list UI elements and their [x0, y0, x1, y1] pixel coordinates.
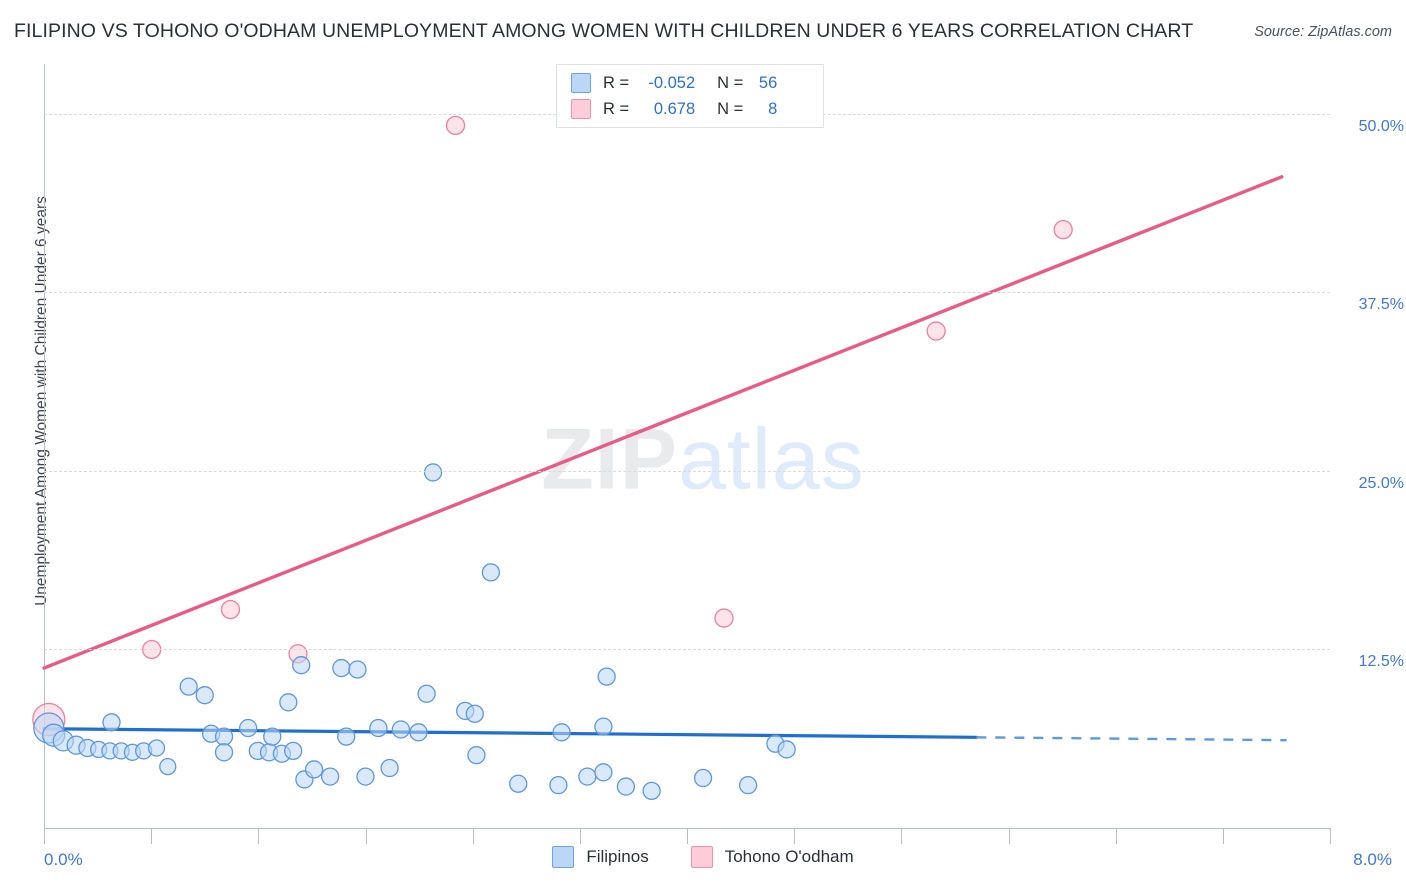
legend-label-filipinos: Filipinos: [586, 847, 649, 866]
data-point: [465, 704, 484, 723]
legend-swatch-filipinos-icon: [552, 846, 575, 868]
stat-r-value-filipinos: -0.052: [648, 73, 696, 92]
data-point: [348, 660, 367, 679]
stat-row-tohono: R = 0.678 N = 8: [571, 96, 809, 122]
y-tick-label: 37.5%: [1358, 296, 1404, 314]
data-point: [220, 599, 241, 620]
x-tick-mark: [365, 828, 367, 844]
trend-line-tohono-o-odham: [42, 175, 1284, 670]
data-point: [159, 757, 177, 776]
gridline: [44, 649, 1330, 651]
x-tick-max: 8.0%: [1353, 850, 1392, 869]
data-point: [320, 767, 340, 786]
x-tick-min: 0.0%: [44, 850, 83, 869]
data-point: [304, 760, 324, 779]
data-point: [594, 763, 613, 782]
y-tick-label: 12.5%: [1358, 653, 1404, 671]
stat-r-label-tohono: R =: [603, 99, 630, 118]
points-tohono-o-odham: [32, 115, 1073, 737]
data-point: [693, 768, 713, 788]
scatter-layer: [32, 115, 1287, 801]
plot-area: [32, 64, 1330, 828]
x-tick-mark: [472, 828, 474, 844]
data-point: [738, 776, 758, 795]
data-point: [597, 667, 616, 686]
x-tick-mark: [794, 828, 796, 844]
data-point: [292, 656, 311, 675]
trend-line-extension-filipinos: [976, 736, 1287, 742]
source-label: Source: ZipAtlas.com: [1254, 24, 1392, 40]
data-point: [549, 776, 568, 795]
data-point: [279, 693, 298, 712]
data-point: [102, 713, 121, 732]
data-point: [1053, 220, 1073, 240]
data-point: [195, 686, 214, 705]
x-tick-mark: [901, 828, 903, 844]
x-tick-mark: [1330, 828, 1331, 844]
trend-line-filipinos: [42, 727, 978, 739]
data-point: [509, 774, 528, 793]
data-point: [423, 463, 443, 482]
data-point: [284, 741, 303, 761]
legend-swatch-tohono-icon: [690, 846, 713, 868]
legend-label-tohono: Tohono O'odham: [724, 847, 854, 866]
stat-row-filipinos: R = -0.052 N = 56: [571, 70, 809, 96]
data-point: [263, 727, 282, 746]
x-tick-mark: [151, 828, 153, 844]
data-point: [467, 746, 486, 765]
data-point: [214, 727, 234, 746]
data-point: [417, 684, 436, 703]
data-point: [777, 740, 796, 759]
stat-n-label-tohono: N =: [717, 99, 744, 118]
data-point: [239, 718, 258, 738]
chart-legend: Filipinos Tohono O'odham: [0, 846, 1406, 868]
y-axis-line: [44, 64, 45, 828]
data-point: [356, 767, 375, 786]
y-tick-label: 25.0%: [1358, 474, 1404, 492]
page-title: FILIPINO VS TOHONO O'ODHAM UNEMPLOYMENT …: [14, 20, 1194, 42]
data-point: [926, 321, 946, 341]
stat-r-label-filipinos: R =: [603, 73, 630, 92]
points-filipinos: [33, 463, 796, 801]
data-point: [714, 608, 734, 628]
swatch-filipinos-icon: [571, 73, 591, 93]
correlation-stats-box: R = -0.052 N = 56 R = 0.678 N = 8: [556, 64, 824, 128]
stat-n-value-filipinos: 56: [758, 73, 778, 92]
data-point: [481, 563, 501, 582]
swatch-tohono-icon: [571, 99, 591, 119]
x-tick-mark: [258, 828, 260, 844]
data-point: [214, 743, 234, 762]
data-point: [179, 677, 198, 696]
data-point: [594, 717, 613, 736]
gridline: [44, 292, 1330, 294]
data-point: [616, 777, 636, 796]
stat-r-value-tohono: 0.678: [653, 99, 696, 118]
data-point: [337, 727, 356, 746]
x-tick-mark: [44, 828, 45, 844]
data-point: [332, 658, 351, 678]
y-tick-label: 50.0%: [1358, 117, 1404, 135]
stat-n-value-tohono: 8: [768, 99, 778, 118]
x-tick-mark: [1222, 828, 1224, 844]
data-point: [642, 781, 661, 801]
data-point: [409, 723, 428, 742]
data-point: [578, 767, 597, 786]
legend-item-tohono[interactable]: Tohono O'odham: [690, 846, 854, 868]
x-tick-mark: [1115, 828, 1117, 844]
data-point: [391, 720, 411, 739]
data-point: [445, 115, 466, 136]
data-point: [552, 723, 571, 742]
data-point: [147, 739, 166, 757]
x-tick-mark: [1008, 828, 1010, 844]
data-point: [380, 758, 399, 778]
x-tick-mark: [687, 828, 688, 844]
legend-item-filipinos[interactable]: Filipinos: [552, 846, 649, 868]
stat-n-label-filipinos: N =: [717, 73, 744, 92]
gridline: [44, 470, 1330, 472]
data-point: [369, 718, 388, 738]
x-tick-mark: [579, 828, 581, 844]
